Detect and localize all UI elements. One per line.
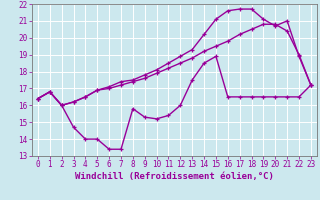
X-axis label: Windchill (Refroidissement éolien,°C): Windchill (Refroidissement éolien,°C) <box>75 172 274 181</box>
